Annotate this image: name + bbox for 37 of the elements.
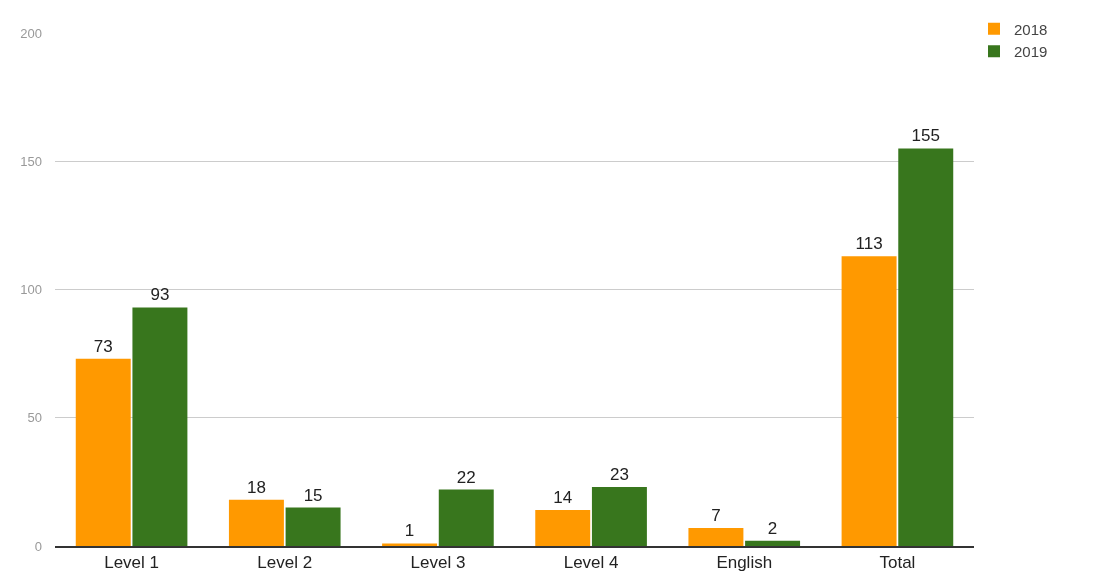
data-label: 155 — [911, 126, 940, 146]
data-label: 113 — [855, 234, 883, 254]
bar — [382, 543, 438, 546]
bar — [688, 528, 744, 546]
data-label: 73 — [93, 336, 113, 356]
y-tick-label: 150 — [20, 153, 42, 169]
bar — [285, 507, 341, 546]
x-tick-label: Level 2 — [257, 553, 313, 573]
x-tick-label: Level 1 — [104, 553, 159, 573]
bar — [841, 256, 897, 546]
data-label: 22 — [456, 467, 476, 487]
bar — [535, 510, 591, 546]
x-tick-label: English — [716, 553, 773, 573]
y-tick-label: 200 — [20, 25, 42, 41]
x-tick-label: Level 4 — [563, 553, 619, 573]
bar — [75, 358, 131, 546]
data-label: 23 — [609, 465, 629, 485]
x-tick-label: Total — [879, 553, 916, 573]
x-tick-label: Level 3 — [410, 553, 466, 573]
data-label: 15 — [303, 485, 323, 505]
legend-label: 2018 — [1014, 20, 1048, 38]
bar — [898, 148, 954, 546]
data-label: 14 — [553, 488, 573, 508]
data-label: 2 — [767, 518, 778, 538]
data-label: 93 — [150, 285, 170, 305]
y-tick-label: 50 — [27, 410, 42, 426]
bar — [745, 540, 801, 546]
bar — [132, 307, 188, 546]
data-label: 18 — [246, 477, 266, 497]
data-label: 1 — [404, 521, 415, 541]
data-label: 7 — [711, 506, 721, 526]
legend-label: 2019 — [1014, 43, 1048, 61]
bar — [438, 489, 494, 546]
bar — [591, 487, 647, 546]
y-tick-label: 0 — [34, 538, 42, 554]
y-tick-label: 100 — [20, 282, 42, 298]
bar — [228, 499, 284, 546]
